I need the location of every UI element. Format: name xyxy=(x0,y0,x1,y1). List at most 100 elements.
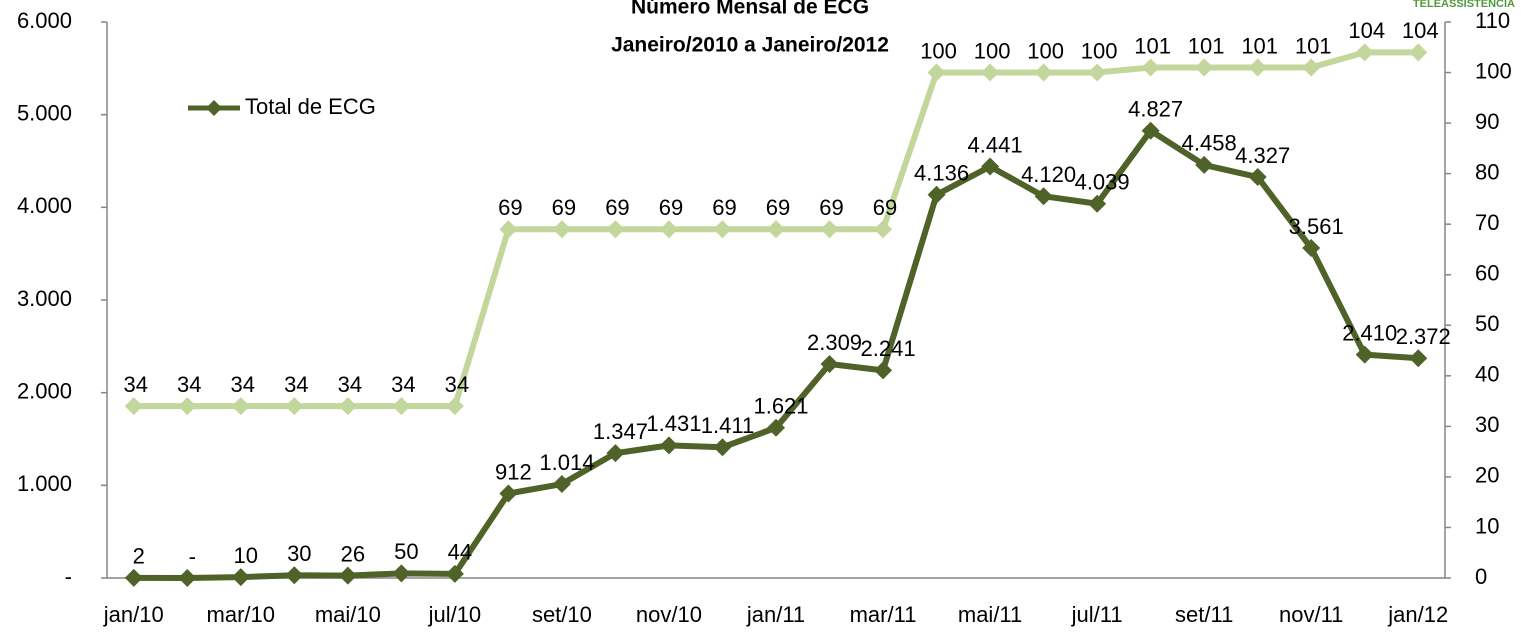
data-label: 101 xyxy=(1295,33,1332,58)
marker xyxy=(338,566,357,585)
data-label: 34 xyxy=(124,372,148,397)
y2-tick-label: 0 xyxy=(1475,564,1487,589)
data-label: 69 xyxy=(766,195,790,220)
marker xyxy=(713,438,732,457)
data-label: 100 xyxy=(974,38,1011,63)
marker xyxy=(552,475,571,494)
x-tick-label: nov/11 xyxy=(1279,602,1343,627)
data-label: 69 xyxy=(605,195,629,220)
logo-text: TELEASSISTÊNCIA xyxy=(1413,0,1515,10)
chart-title: Número Mensal de ECG xyxy=(631,0,869,19)
y2-tick-label: 90 xyxy=(1475,109,1499,134)
data-label: 1.014 xyxy=(539,450,594,475)
marker xyxy=(927,185,946,204)
marker xyxy=(927,63,946,82)
data-label: 100 xyxy=(1081,38,1118,63)
data-label: 69 xyxy=(819,195,843,220)
data-label: 69 xyxy=(712,195,736,220)
marker xyxy=(713,220,732,239)
marker xyxy=(1141,121,1160,140)
marker xyxy=(445,397,464,416)
x-tick-label: mar/10 xyxy=(207,602,275,627)
marker xyxy=(1141,58,1160,77)
y-tick-label: 5.000 xyxy=(17,100,72,125)
data-label: 4.120 xyxy=(1021,162,1076,187)
marker xyxy=(552,220,571,239)
x-tick-label: jan/11 xyxy=(746,602,805,627)
data-label: 4.827 xyxy=(1128,97,1183,122)
y2-tick-label: 100 xyxy=(1475,58,1512,83)
x-tick-label: mai/10 xyxy=(315,602,381,627)
marker xyxy=(178,397,197,416)
data-label: 4.327 xyxy=(1235,143,1290,168)
y-tick-label: 3.000 xyxy=(17,286,72,311)
data-label: 4.136 xyxy=(914,161,969,186)
y-tick-label: - xyxy=(65,564,72,589)
data-label: 2.309 xyxy=(807,330,862,355)
data-label: 912 xyxy=(495,459,532,484)
y2-tick-label: 70 xyxy=(1475,210,1499,235)
marker xyxy=(1409,349,1428,368)
marker xyxy=(1195,58,1214,77)
marker xyxy=(178,569,197,587)
data-label: 100 xyxy=(920,38,957,63)
data-label: 2.372 xyxy=(1396,324,1451,349)
chart-subtitle: Janeiro/2010 a Janeiro/2012 xyxy=(611,34,889,57)
marker xyxy=(1248,168,1267,187)
marker xyxy=(1034,187,1053,206)
data-label: 2.410 xyxy=(1342,320,1397,345)
x-tick-label: mai/11 xyxy=(958,602,1022,627)
data-label: 4.458 xyxy=(1182,131,1237,156)
data-label: 34 xyxy=(177,372,201,397)
data-label: 1.347 xyxy=(593,419,648,444)
marker xyxy=(231,568,250,587)
x-tick-label: set/11 xyxy=(1175,602,1233,627)
marker xyxy=(392,564,411,583)
data-label: 30 xyxy=(287,541,311,566)
x-tick-label: jul/10 xyxy=(428,602,482,627)
x-tick-label: jan/10 xyxy=(103,602,164,627)
data-label: 50 xyxy=(394,539,418,564)
marker xyxy=(981,63,1000,82)
data-label: 101 xyxy=(1134,33,1171,58)
y2-tick-label: 110 xyxy=(1475,8,1510,33)
marker xyxy=(392,397,411,416)
x-tick-label: mar/11 xyxy=(850,602,917,627)
data-label: 10 xyxy=(234,543,258,568)
marker xyxy=(499,220,518,239)
data-label: 104 xyxy=(1402,18,1439,43)
marker xyxy=(338,397,357,416)
y2-tick-label: 20 xyxy=(1475,463,1499,488)
y2-tick-label: 60 xyxy=(1475,261,1499,286)
y2-tick-label: 30 xyxy=(1475,412,1499,437)
data-label: 1.621 xyxy=(753,394,808,419)
y2-tick-label: 80 xyxy=(1475,159,1499,184)
marker xyxy=(659,436,678,455)
data-label: 1.411 xyxy=(701,413,754,438)
y-tick-label: 6.000 xyxy=(17,8,72,33)
marker xyxy=(767,220,785,239)
data-label: 44 xyxy=(448,540,472,565)
marker xyxy=(124,568,143,587)
y-tick-label: 2.000 xyxy=(17,378,72,403)
marker xyxy=(659,220,678,239)
legend-label: Total de ECG xyxy=(245,94,376,119)
data-label: 2.241 xyxy=(861,336,916,361)
marker xyxy=(124,397,143,416)
marker xyxy=(820,220,839,239)
marker xyxy=(606,220,625,239)
y2-tick-label: 10 xyxy=(1475,513,1499,538)
y-tick-label: 4.000 xyxy=(17,193,72,218)
data-label: 34 xyxy=(391,372,415,397)
marker xyxy=(499,484,518,503)
marker xyxy=(1088,63,1107,82)
x-tick-label: nov/10 xyxy=(636,602,702,627)
marker xyxy=(1355,43,1374,62)
data-label: 69 xyxy=(873,195,897,220)
marker xyxy=(1088,194,1107,213)
marker xyxy=(285,397,304,416)
marker xyxy=(1302,239,1321,258)
x-tick-label: jan/12 xyxy=(1387,602,1448,627)
marker xyxy=(1355,345,1374,364)
marker xyxy=(285,566,304,585)
